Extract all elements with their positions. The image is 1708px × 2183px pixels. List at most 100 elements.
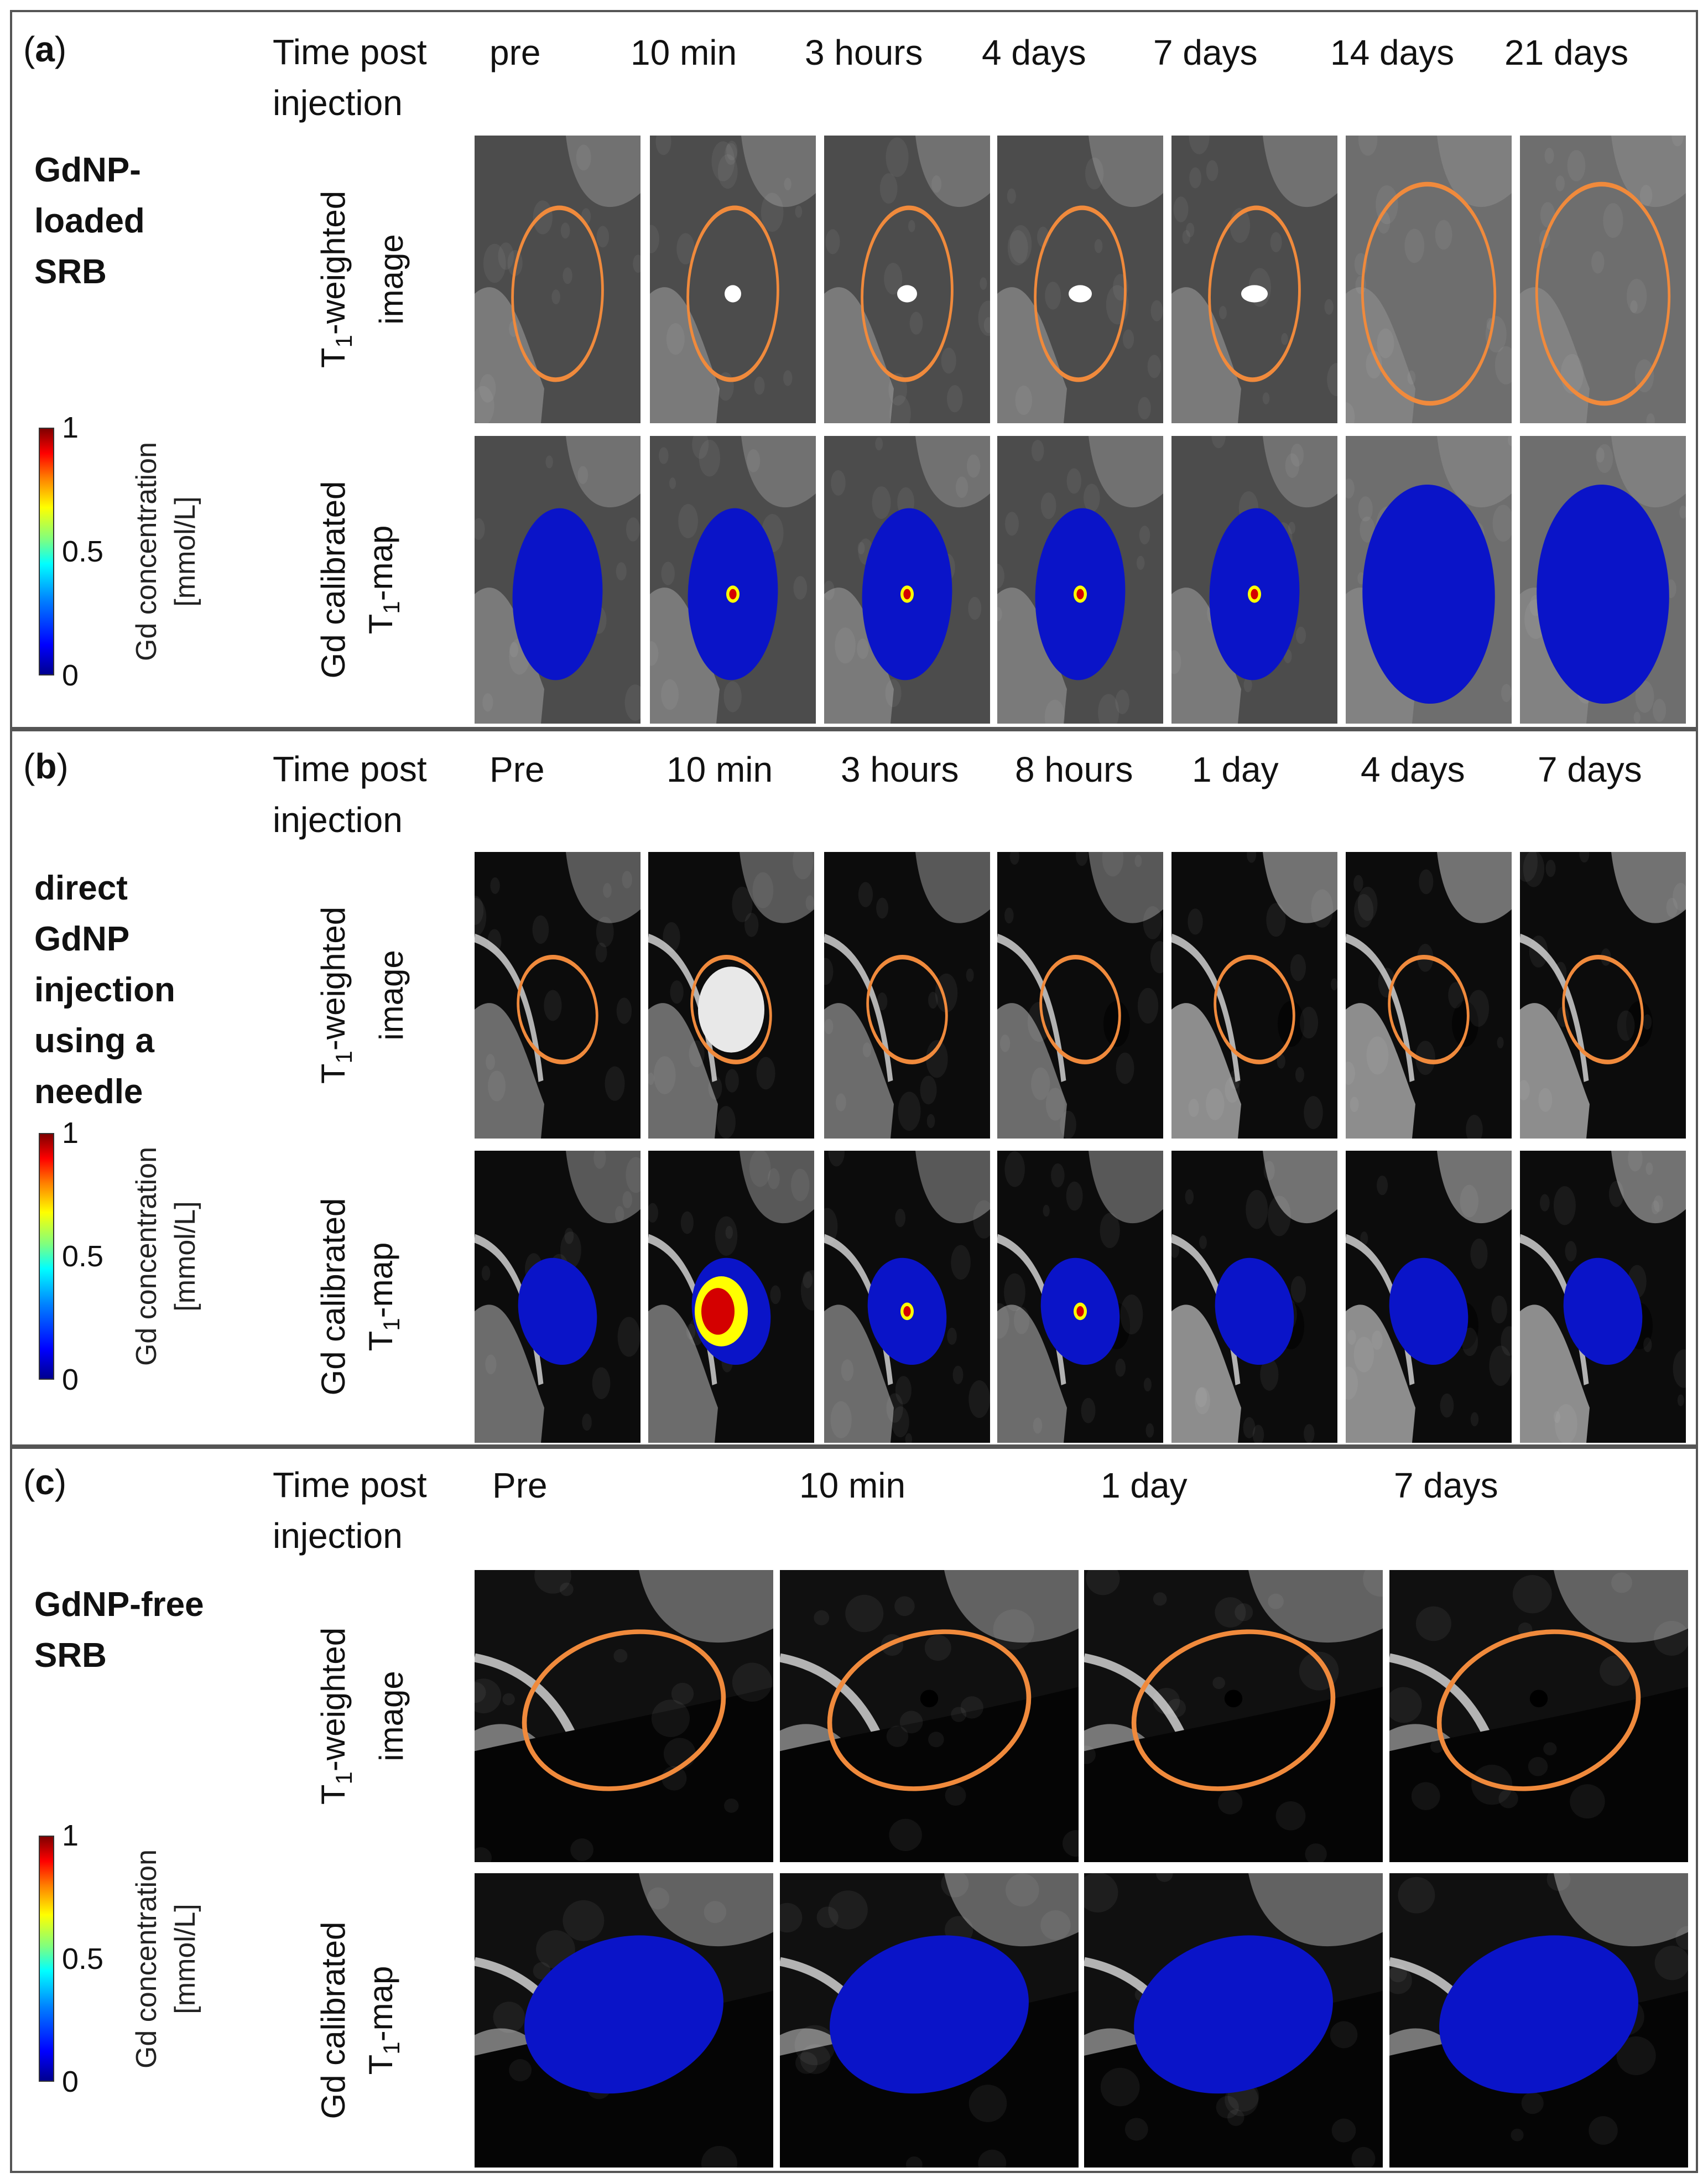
tissue-shape (915, 136, 990, 207)
texture-spot (1040, 1910, 1071, 1940)
texture-spot (563, 1900, 605, 1941)
time-label: 3 hours (805, 33, 923, 72)
texture-spot (502, 1693, 515, 1706)
texture-spot (1528, 1756, 1548, 1776)
texture-spot (1156, 1873, 1173, 1882)
t1-weighted-image (650, 136, 816, 423)
t1-weighted-image (648, 852, 814, 1139)
texture-spot (1512, 1575, 1552, 1614)
t1-weighted-image (824, 852, 990, 1139)
texture-spot (889, 395, 911, 423)
texture-spot (1628, 1151, 1643, 1172)
texture-spot (1470, 1412, 1479, 1427)
texture-spot (1430, 1740, 1444, 1753)
texture-spot (1084, 1745, 1096, 1764)
texture-spot (1673, 882, 1686, 911)
texture-spot (648, 1203, 659, 1223)
texture-spot (1389, 1964, 1407, 1983)
texture-spot (560, 1231, 581, 1269)
texture-spot (1195, 1387, 1207, 1407)
texture-spot (493, 2002, 525, 2033)
texture-spot (973, 1200, 990, 1239)
texture-spot (1171, 650, 1181, 674)
texture-spot (498, 242, 514, 270)
texture-spot (1116, 1052, 1134, 1084)
texture-spot (754, 376, 765, 395)
t1-weighted-image (997, 136, 1163, 423)
texture-spot (1358, 496, 1373, 522)
texture-spot (1415, 1041, 1435, 1075)
gd-map-image (1520, 436, 1686, 724)
roi-outline (1361, 181, 1497, 406)
roi-outline (1388, 954, 1470, 1064)
texture-spot (647, 1887, 670, 1910)
texture-spot (533, 1962, 551, 1980)
texture-spot (884, 263, 903, 295)
texture-spot (1596, 444, 1613, 473)
texture-spot (545, 455, 553, 469)
tissue-shape (1520, 1003, 1590, 1139)
texture-spot (1331, 2118, 1356, 2143)
texture-spot (783, 370, 793, 386)
texture-spot (1218, 306, 1227, 320)
condition-line: GdNP-free (34, 1586, 204, 1624)
texture-spot (1138, 397, 1151, 420)
texture-spot (680, 1211, 694, 1234)
texture-spot (475, 1682, 486, 1703)
texture-spot (997, 1303, 1009, 1339)
panel-letter: c (35, 1462, 55, 1502)
tissue-shape (566, 136, 640, 207)
texture-spot (666, 323, 685, 355)
texture-spot (800, 2044, 831, 2075)
texture-spot (828, 1151, 845, 1167)
background-air (780, 1687, 1079, 1862)
texture-spot (747, 449, 761, 472)
texture-spot (1199, 1235, 1207, 1249)
texture-spot (726, 141, 738, 160)
gd-map-region (1134, 1935, 1333, 2094)
texture-spot (1009, 852, 1019, 865)
texture-spot (1635, 680, 1654, 713)
gd-map-region (524, 1935, 723, 2094)
gd-row-label-line: T1-map (362, 1242, 404, 1352)
srb-void (920, 1690, 939, 1708)
tissue-shape (1554, 1873, 1688, 1947)
texture-spot (1139, 526, 1150, 544)
texture-spot (1290, 1276, 1306, 1303)
texture-spot (622, 1191, 632, 1209)
time-header: Time post injection (273, 27, 427, 128)
condition-line: SRB (34, 1636, 107, 1675)
texture-spot (533, 200, 553, 235)
gd-map-image (997, 436, 1163, 724)
texture-spot (704, 1901, 727, 1924)
texture-spot (876, 897, 889, 919)
texture-spot (724, 1798, 739, 1813)
time-label: 4 days (982, 33, 1086, 72)
texture-spot (886, 1393, 903, 1423)
tissue-shape (1611, 1151, 1686, 1224)
tissue-shape (1520, 1304, 1590, 1443)
tissue-shape (1611, 136, 1686, 207)
tissue-shape (915, 436, 990, 508)
tissue-shape (1171, 1003, 1241, 1139)
tissue-shape (566, 852, 640, 923)
tissue-shape (1437, 1151, 1512, 1224)
texture-spot (1673, 1349, 1686, 1388)
texture-spot (576, 144, 591, 171)
gd-map-image (650, 436, 816, 724)
tissue-shape (824, 1003, 894, 1139)
texture-spot (1227, 2109, 1244, 2126)
texture-spot (1216, 2096, 1239, 2119)
texture-spot (824, 958, 834, 985)
t1-weighted-image (1346, 136, 1512, 423)
time-label: pre (490, 33, 541, 72)
texture-spot (725, 143, 737, 165)
t1-row-label-line: image (373, 234, 410, 325)
texture-spot (1491, 1295, 1507, 1324)
texture-spot (651, 1699, 690, 1737)
texture-spot (676, 233, 695, 264)
tissue-shape (1171, 1304, 1241, 1443)
texture-spot (993, 1609, 1035, 1650)
texture-spot (653, 1056, 676, 1094)
texture-spot (1004, 1151, 1025, 1187)
